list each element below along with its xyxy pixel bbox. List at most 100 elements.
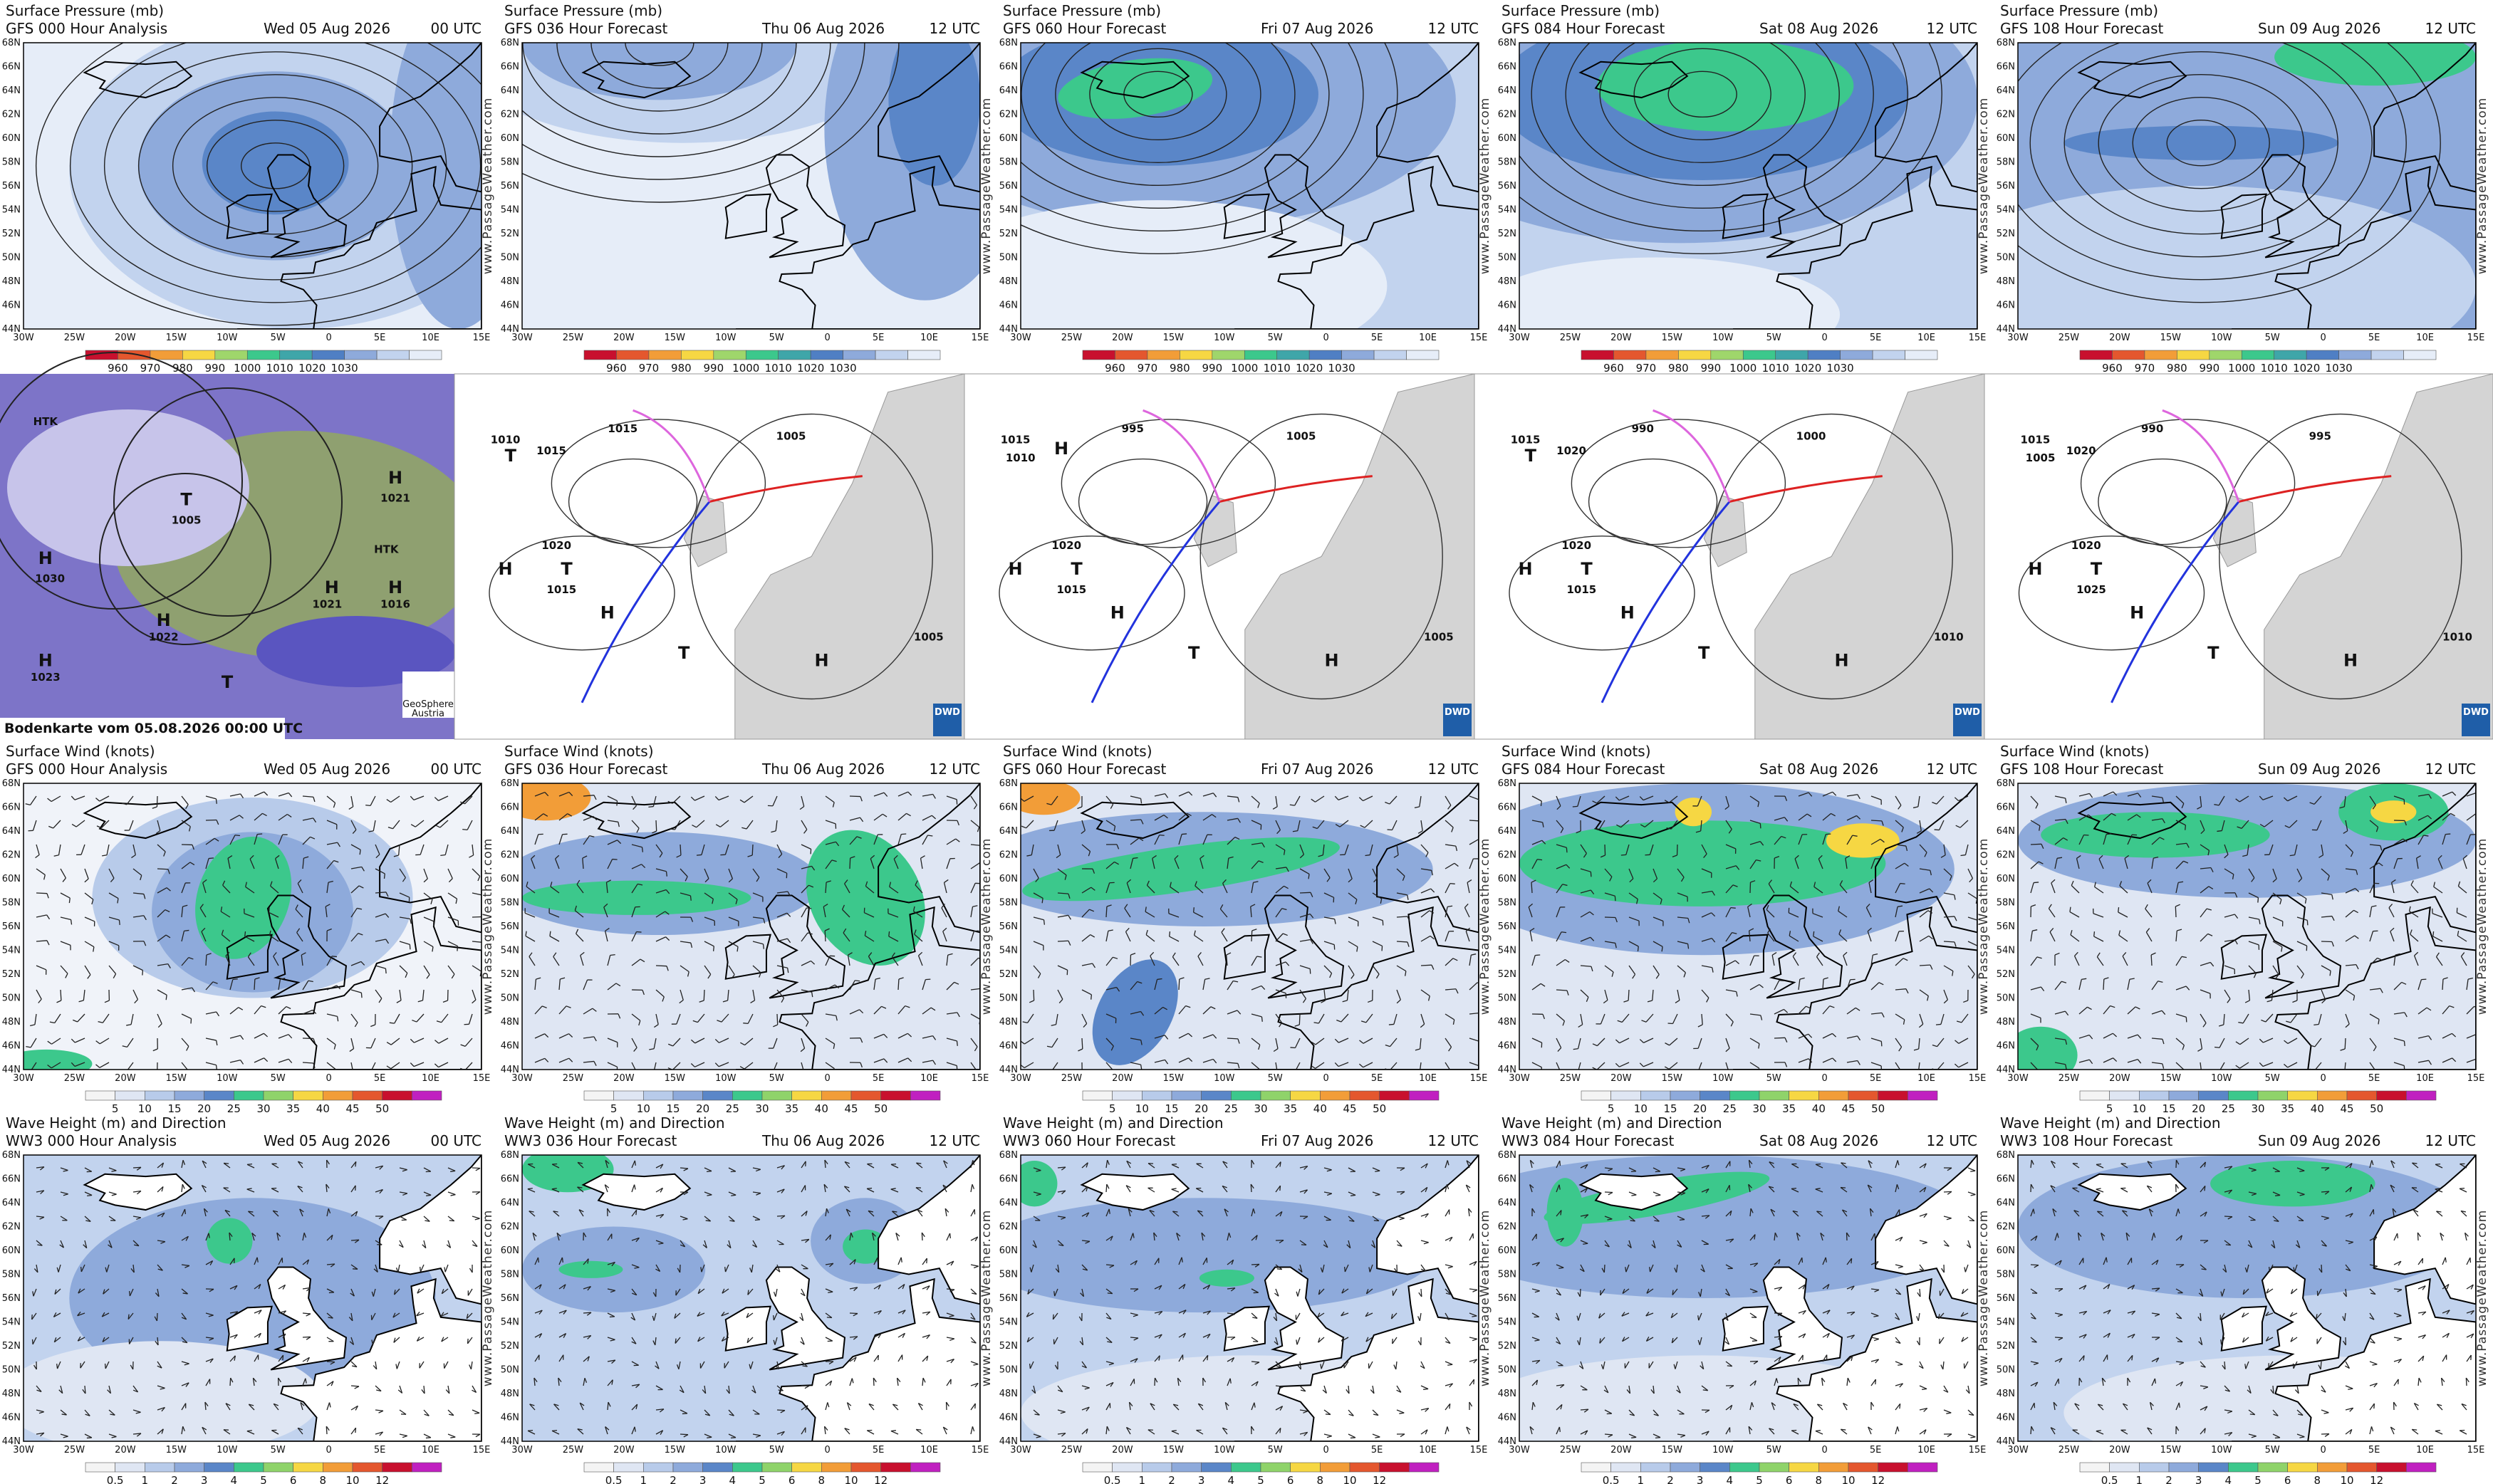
colorbar-label: 960 [108, 362, 128, 375]
wind-barb [1798, 834, 1803, 845]
wind-barb [1618, 795, 1630, 801]
barb-tick [1420, 1365, 1425, 1369]
barb-tick [826, 1208, 829, 1213]
wave-arrow [801, 1185, 806, 1193]
barb-tick [949, 1315, 954, 1317]
isobar [1021, 43, 1296, 187]
wind-barb [917, 955, 923, 966]
wave-arrow [1172, 1404, 1180, 1411]
colorbar-segment [1290, 1462, 1321, 1473]
barb-tick [185, 804, 189, 810]
wave-arrow [631, 1384, 640, 1386]
lat-label: 68N [999, 1150, 1018, 1161]
barb-tick [165, 934, 171, 939]
barb-tick [1898, 1046, 1903, 1052]
map [1021, 1155, 1479, 1441]
barb-tick [907, 791, 912, 796]
lon-label: 10W [1712, 1445, 1734, 1456]
barb-tick [184, 1265, 190, 1268]
wind-barb [2175, 882, 2179, 894]
wind-barb [914, 934, 923, 942]
barb-tick [371, 1291, 374, 1297]
wind-barb [1846, 1035, 1858, 1039]
wind-barb [1701, 868, 1712, 874]
barb-tick [2450, 812, 2455, 817]
colorbar-label: 40 [815, 1102, 828, 1115]
wind-barb [1315, 795, 1325, 803]
barb-tick [1407, 894, 1409, 900]
isobar [590, 43, 729, 89]
wave-arrow [631, 1404, 638, 1411]
barb-tick [692, 824, 697, 828]
barb-tick [1729, 1238, 1734, 1243]
wind-barb [472, 965, 482, 972]
coastline [1875, 783, 1977, 934]
barb-tick [1469, 1401, 1473, 1407]
barb-tick [2207, 850, 2210, 856]
wave-arrow [1053, 1337, 1058, 1345]
barb-tick [1870, 1401, 1875, 1407]
coastline [765, 154, 846, 258]
wave-arrow [1653, 1240, 1656, 1248]
barb-tick [1867, 1184, 1873, 1188]
coastline [237, 906, 482, 1070]
barb-tick [1199, 855, 1204, 859]
wind-barb [2175, 860, 2184, 869]
wave-arrow [534, 1257, 539, 1265]
wind-barb [550, 886, 560, 894]
wind-barb [1081, 989, 1092, 996]
barb-tick [299, 1208, 304, 1213]
wave-arrow [1748, 1426, 1751, 1435]
lon-label: 10W [715, 1073, 737, 1084]
lon-label: 20W [1112, 1445, 1133, 1456]
barb-tick [220, 906, 223, 912]
wind-barb [130, 1013, 134, 1025]
wind-barb [1967, 941, 1977, 946]
wind-barb [1396, 868, 1405, 877]
wave-arrow [728, 1191, 737, 1196]
barb-tick [71, 795, 76, 800]
wave-arrow [551, 1164, 560, 1169]
barb-tick [529, 1404, 535, 1406]
wind-barb [100, 820, 110, 829]
wave-arrow [1529, 1160, 1533, 1169]
barb-tick [844, 1161, 850, 1164]
wave-arrow [447, 1167, 456, 1171]
barb-tick [2070, 930, 2073, 936]
wave-arrow [1323, 1409, 1331, 1415]
barb-tick [1748, 1426, 1753, 1431]
colorbar-segment [1613, 350, 1647, 360]
barb-tick [859, 817, 864, 822]
wave-arrow [1469, 1379, 1474, 1386]
barb-tick [182, 1292, 188, 1295]
wave-arrow [326, 1183, 328, 1193]
lat-label: 56N [1498, 181, 1516, 192]
lon-label: 15W [1662, 1073, 1683, 1084]
barb-tick [1064, 874, 1067, 880]
barb-tick [1639, 1039, 1644, 1043]
lon-label: 20W [2109, 333, 2130, 343]
wind-barb [548, 912, 560, 918]
barb-tick [1870, 1208, 1874, 1213]
barb-tick [1536, 1379, 1539, 1385]
lat-label: 48N [1498, 276, 1516, 287]
wave-arrow [36, 1240, 43, 1246]
wave-arrow [1195, 1188, 1204, 1193]
barb-tick [1857, 794, 1860, 800]
wave-arrow [577, 1161, 584, 1169]
barb-tick [161, 1428, 164, 1434]
lat-label: 54N [501, 1317, 519, 1328]
wind-barb [2147, 882, 2153, 894]
wave-arrow [1943, 1191, 1952, 1193]
barb-tick [298, 1161, 303, 1164]
lat-label: 68N [501, 38, 519, 48]
model-run: GFS 000 Hour Analysis [6, 20, 167, 37]
wind-barb [1299, 868, 1310, 874]
wave-arrow [1322, 1264, 1325, 1273]
wind-barb [744, 1038, 754, 1046]
watermark: www.PassageWeather.com [481, 98, 495, 275]
wind-barb [1701, 912, 1712, 918]
barb-tick [1300, 1389, 1306, 1392]
lon-label: 15E [972, 1073, 989, 1084]
wave-arrow [80, 1264, 85, 1273]
